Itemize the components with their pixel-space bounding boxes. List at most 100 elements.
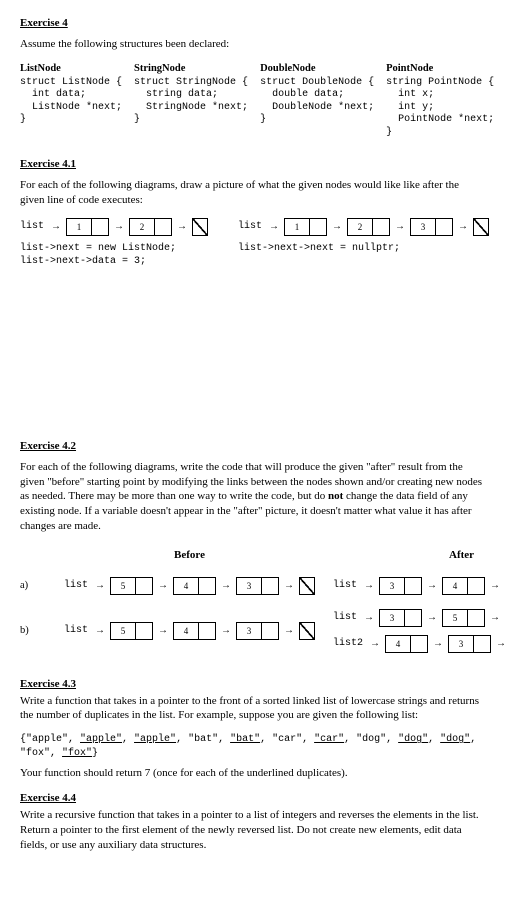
node: 5: [110, 577, 153, 595]
node-value: 3: [236, 577, 261, 595]
exercise-4-2-prompt: For each of the following diagrams, writ…: [20, 460, 485, 534]
arrow-icon: →: [283, 579, 295, 593]
struct-listnode: ListNode struct ListNode { int data; Lis…: [20, 62, 122, 140]
node-pointer: [198, 622, 216, 640]
struct-stringnode: StringNode struct StringNode { string da…: [134, 62, 248, 140]
dup-item: "dog": [440, 734, 470, 745]
arrow-icon: →: [113, 220, 125, 234]
ex41-left-diagram: list→1→2→: [20, 218, 208, 236]
exercise-4-2-title: Exercise 4.2: [20, 439, 485, 454]
arrow-icon: →: [432, 637, 444, 651]
arrow-icon: →: [220, 579, 232, 593]
exercise-4-3-prompt: Write a function that takes in a pointer…: [20, 694, 485, 724]
ex42-row-b-label: b): [20, 624, 46, 638]
dup-item: "apple": [80, 734, 122, 745]
dup-item: "car": [314, 734, 344, 745]
list-label: list: [238, 220, 262, 234]
node-pointer: [261, 622, 279, 640]
node-value: 3: [379, 577, 404, 595]
arrow-icon: →: [457, 220, 469, 234]
ex42-prompt-not: not: [328, 490, 343, 502]
ex42-b-before-diagram: list → 5 → 4 → 3 →: [64, 622, 315, 640]
list-label: list: [64, 624, 88, 638]
arrow-icon: →: [157, 579, 169, 593]
node-pointer: [467, 577, 485, 595]
null-box: [192, 218, 208, 236]
node-value: 5: [110, 577, 135, 595]
node: 5: [110, 622, 153, 640]
arrow-icon: →: [268, 220, 280, 234]
node-value: 4: [173, 577, 198, 595]
node-pointer: [91, 218, 109, 236]
ex42-row-a-label: a): [20, 579, 46, 593]
ex42-b-after1-diagram: list→3→5→: [333, 609, 505, 627]
exercise-4-3-closing: Your function should return 7 (once for …: [20, 766, 485, 781]
node: 3: [379, 609, 422, 627]
struct-stringnode-title: StringNode: [134, 62, 248, 76]
struct-pointnode-code: string PointNode { int x; int y; PointNo…: [386, 77, 494, 140]
node-value: 4: [442, 577, 467, 595]
arrow-icon: →: [94, 624, 106, 638]
arrow-icon: →: [176, 220, 188, 234]
node: 3: [236, 577, 279, 595]
node-pointer: [473, 635, 491, 653]
ex41-left-code: list->next = new ListNode; list->next->d…: [20, 242, 208, 269]
struct-pointnode: PointNode string PointNode { int x; int …: [386, 62, 494, 140]
node-value: 4: [173, 622, 198, 640]
node: 3: [410, 218, 453, 236]
ex42-header-after: After: [333, 548, 505, 563]
node-pointer: [404, 609, 422, 627]
ex42-header-before: Before: [64, 548, 315, 563]
node: 4: [173, 622, 216, 640]
exercise-4-1-prompt: For each of the following diagrams, draw…: [20, 178, 485, 208]
exercise-4-title: Exercise 4: [20, 16, 485, 31]
node-pointer: [467, 609, 485, 627]
node-value: 5: [110, 622, 135, 640]
struct-doublenode-code: struct DoubleNode { double data; DoubleN…: [260, 77, 374, 127]
page-break-gap: [20, 269, 485, 439]
node-pointer: [410, 635, 428, 653]
node-pointer: [198, 577, 216, 595]
node-value: 4: [385, 635, 410, 653]
list-label: list: [64, 579, 88, 593]
struct-doublenode: DoubleNode struct DoubleNode { double da…: [260, 62, 374, 140]
arrow-icon: →: [94, 579, 106, 593]
node: 1: [284, 218, 327, 236]
node: 1: [66, 218, 109, 236]
node-pointer: [135, 622, 153, 640]
node: 2: [347, 218, 390, 236]
exercise-4-intro: Assume the following structures been dec…: [20, 37, 485, 52]
node-value: 3: [448, 635, 473, 653]
node-value: 5: [442, 609, 467, 627]
struct-listnode-code: struct ListNode { int data; ListNode *ne…: [20, 77, 122, 127]
struct-doublenode-title: DoubleNode: [260, 62, 374, 76]
struct-stringnode-code: struct StringNode { string data; StringN…: [134, 77, 248, 127]
node-pointer: [154, 218, 172, 236]
null-box: [299, 577, 315, 595]
dup-item: "apple": [134, 734, 176, 745]
dup-item: "fox": [62, 748, 92, 759]
node-value: 1: [284, 218, 309, 236]
arrow-icon: →: [220, 624, 232, 638]
list-label: list: [20, 220, 44, 234]
arrow-icon: →: [426, 579, 438, 593]
node: 2: [129, 218, 172, 236]
arrow-icon: →: [489, 611, 501, 625]
ex41-left: list→1→2→ list->next = new ListNode; lis…: [20, 218, 208, 269]
struct-pointnode-title: PointNode: [386, 62, 494, 76]
arrow-icon: →: [369, 637, 381, 651]
node: 3: [379, 577, 422, 595]
struct-definitions: ListNode struct ListNode { int data; Lis…: [20, 62, 485, 140]
node-pointer: [435, 218, 453, 236]
arrow-icon: →: [283, 624, 295, 638]
arrow-icon: →: [331, 220, 343, 234]
exercise-4-3-title: Exercise 4.3: [20, 677, 485, 692]
arrow-icon: →: [495, 637, 505, 651]
exercise-4-4-prompt: Write a recursive function that takes in…: [20, 808, 485, 853]
node: 3: [236, 622, 279, 640]
null-box: [473, 218, 489, 236]
arrow-icon: →: [394, 220, 406, 234]
node: 4: [385, 635, 428, 653]
arrow-icon: →: [157, 624, 169, 638]
node: 5: [442, 609, 485, 627]
